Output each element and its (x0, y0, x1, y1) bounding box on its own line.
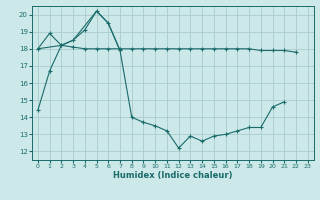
X-axis label: Humidex (Indice chaleur): Humidex (Indice chaleur) (113, 171, 233, 180)
